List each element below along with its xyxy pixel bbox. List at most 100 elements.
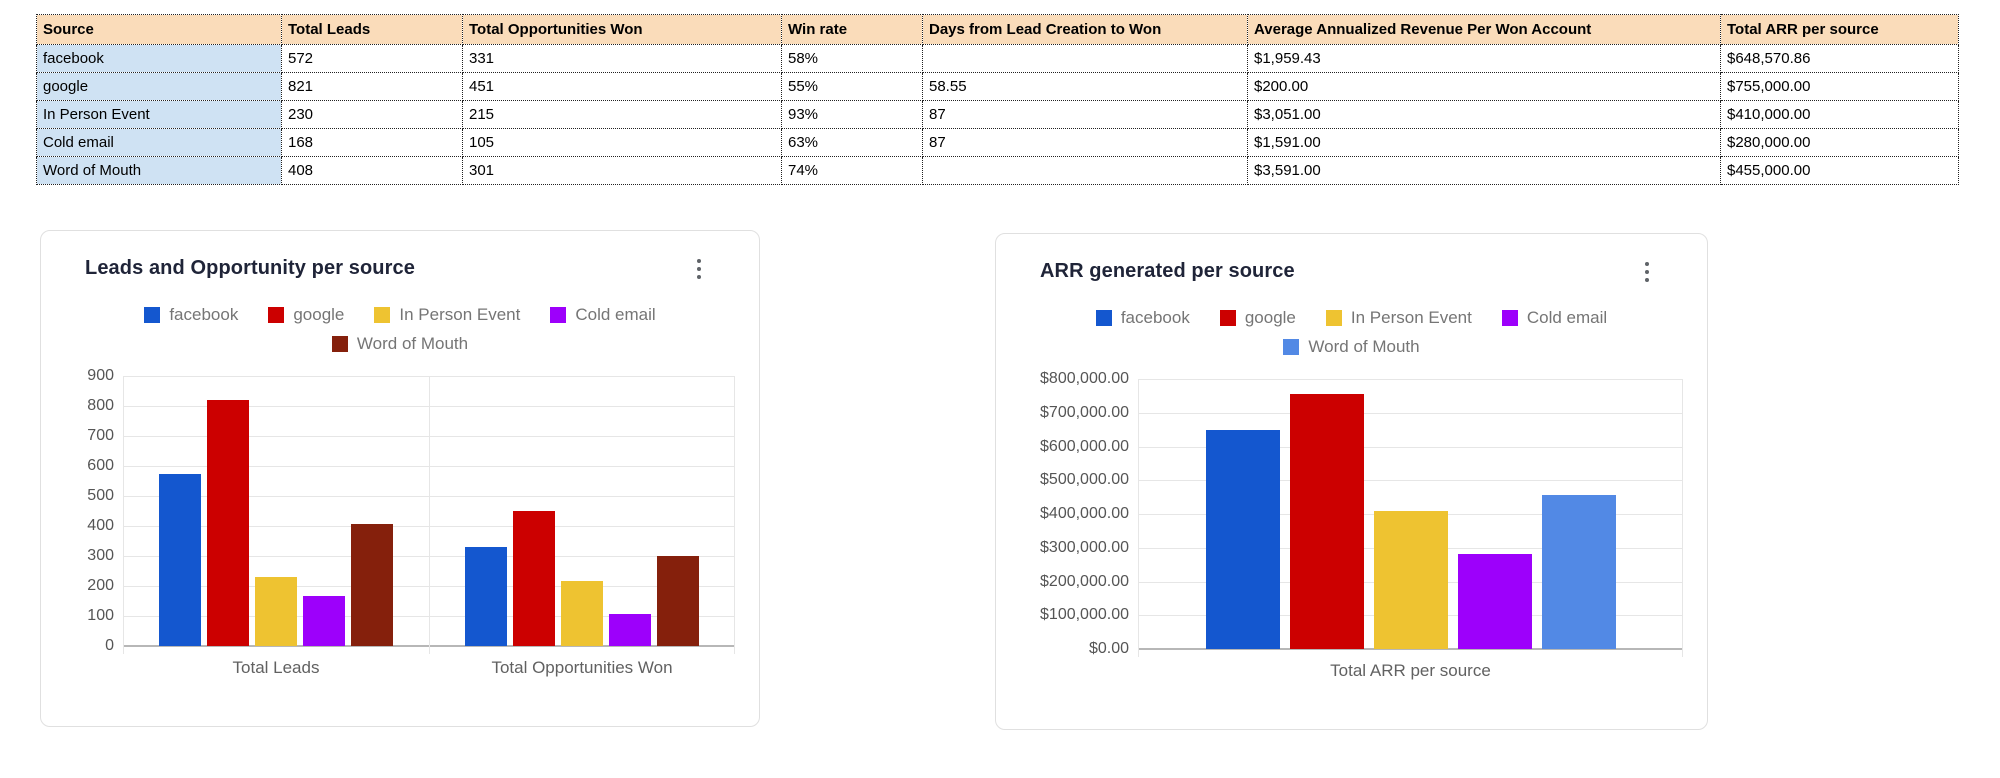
y-tick-label: 700 (87, 427, 114, 444)
column-header-source[interactable]: Source (36, 14, 282, 45)
data-cell[interactable]: 572 (281, 44, 463, 73)
legend-label: Word of Mouth (356, 334, 469, 353)
legend-swatch-icon (1501, 310, 1518, 326)
data-cell[interactable]: $1,591.00 (1247, 128, 1721, 157)
y-tick-label: $600,000.00 (1040, 437, 1129, 455)
y-tick-label: 500 (87, 487, 114, 504)
vertical-gridline (1682, 379, 1683, 657)
legend-label: Cold email (575, 305, 656, 324)
data-cell[interactable]: $200.00 (1247, 72, 1721, 101)
data-table: Source Total Leads Total Opportunities Won… (36, 14, 1959, 185)
source-cell[interactable]: In Person Event (36, 100, 282, 129)
bar-google-total-leads[interactable] (207, 400, 249, 646)
column-header-days-from-lead-creation-to-won[interactable]: Days from Lead Creation to Won (922, 14, 1248, 45)
data-cell[interactable] (922, 156, 1248, 185)
column-header-win-rate[interactable]: Win rate (781, 14, 923, 45)
chart-title: Leads and Opportunity per source (85, 257, 415, 279)
data-cell[interactable]: 58% (781, 44, 923, 73)
table-row: Word of Mouth 408 301 74% $3,591.00 $455,000.… (36, 156, 1959, 185)
bar-word-of-mouth-total-leads[interactable] (351, 524, 393, 646)
legend-item-word-of-mouth: Word of Mouth (1283, 337, 1420, 357)
data-cell[interactable]: 215 (462, 100, 782, 129)
column-header-average-annualized-revenue-per-won-account[interactable]: Average Annualized Revenue Per Won Accou… (1247, 14, 1721, 45)
data-cell[interactable]: 58.55 (922, 72, 1248, 101)
table-row: google 821 451 55% 58.55 $200.00 $755,000.00 (36, 72, 1959, 101)
data-cell[interactable]: 408 (281, 156, 463, 185)
data-cell[interactable]: $3,051.00 (1247, 100, 1721, 129)
data-cell[interactable]: $455,000.00 (1720, 156, 1959, 185)
data-cell[interactable]: 301 (462, 156, 782, 185)
y-tick-label: 400 (87, 517, 114, 534)
bar-google-total-opportunities-won[interactable] (513, 511, 555, 646)
table-header-row: Source Total Leads Total Opportunities Won… (36, 14, 1959, 45)
data-cell[interactable]: 168 (281, 128, 463, 157)
chart-card-arr-per-source: ARR generated per source facebook google I… (995, 233, 1708, 730)
data-cell[interactable]: 93% (781, 100, 923, 129)
data-cell[interactable]: 451 (462, 72, 782, 101)
data-cell[interactable]: 331 (462, 44, 782, 73)
data-cell[interactable]: 821 (281, 72, 463, 101)
bar-in-person-event-total-opportunities-won[interactable] (561, 581, 603, 646)
bar-facebook-total-arr-per-source[interactable] (1205, 430, 1280, 649)
data-cell[interactable]: 63% (781, 128, 923, 157)
source-cell[interactable]: google (36, 72, 282, 101)
data-cell[interactable]: $755,000.00 (1720, 72, 1959, 101)
legend-swatch-icon (1095, 310, 1112, 326)
legend-item-facebook: facebook (144, 305, 238, 325)
vertical-gridline (1138, 379, 1139, 657)
column-header-total-leads[interactable]: Total Leads (281, 14, 463, 45)
y-tick-label: $0.00 (1088, 640, 1129, 657)
data-cell[interactable]: 87 (922, 128, 1248, 157)
data-cell[interactable]: 74% (781, 156, 923, 185)
y-tick-label: 100 (87, 607, 114, 624)
data-cell[interactable]: 87 (922, 100, 1248, 129)
data-cell[interactable]: 55% (781, 72, 923, 101)
plot-area (1138, 379, 1683, 657)
legend-swatch-icon (550, 307, 567, 323)
data-cell[interactable]: 230 (281, 100, 463, 129)
source-cell[interactable]: facebook (36, 44, 282, 73)
chart-title: ARR generated per source (1040, 260, 1295, 282)
legend-label: In Person Event (1350, 308, 1472, 327)
kebab-menu-icon[interactable] (1639, 258, 1655, 286)
legend-label: Word of Mouth (1308, 337, 1420, 356)
y-tick-label: $500,000.00 (1040, 471, 1129, 489)
gridline (1138, 379, 1683, 380)
data-cell[interactable]: $410,000.00 (1720, 100, 1959, 129)
column-header-total-arr-per-source[interactable]: Total ARR per source (1720, 14, 1959, 45)
data-cell[interactable]: $3,591.00 (1247, 156, 1721, 185)
bar-cold-email-total-opportunities-won[interactable] (609, 614, 651, 646)
source-cell[interactable]: Word of Mouth (36, 156, 282, 185)
legend-swatch-icon (144, 307, 161, 323)
bar-google-total-arr-per-source[interactable] (1289, 394, 1364, 649)
table-body: facebook 572 331 58% $1,959.43 $648,570.86 goo… (36, 44, 1959, 185)
data-cell[interactable] (922, 44, 1248, 73)
legend-item-google: google (1219, 308, 1296, 328)
table-row: In Person Event 230 215 93% 87 $3,051.00 $410,… (36, 100, 1959, 129)
data-cell[interactable]: $1,959.43 (1247, 44, 1721, 73)
y-tick-label: 600 (87, 457, 114, 474)
kebab-menu-icon[interactable] (691, 255, 707, 283)
bar-cold-email-total-arr-per-source[interactable] (1457, 554, 1532, 649)
data-cell[interactable]: $648,570.86 (1720, 44, 1959, 73)
bar-in-person-event-total-leads[interactable] (255, 577, 297, 646)
bar-in-person-event-total-arr-per-source[interactable] (1373, 511, 1448, 649)
bar-word-of-mouth-total-arr-per-source[interactable] (1541, 495, 1616, 649)
y-tick-label: $100,000.00 (1040, 606, 1129, 624)
bar-facebook-total-opportunities-won[interactable] (465, 547, 507, 646)
bar-word-of-mouth-total-opportunities-won[interactable] (657, 556, 699, 646)
y-tick-label: $400,000.00 (1040, 505, 1129, 522)
legend-label: In Person Event (399, 305, 521, 324)
source-cell[interactable]: Cold email (36, 128, 282, 157)
vertical-gridline (429, 376, 430, 654)
bar-group-total-opportunities-won (429, 376, 735, 646)
y-tick-label: $300,000.00 (1040, 538, 1129, 556)
bar-cold-email-total-leads[interactable] (303, 596, 345, 646)
legend-item-cold-email: Cold email (550, 305, 656, 325)
column-header-total-opportunities-won[interactable]: Total Opportunities Won (462, 14, 782, 45)
legend-item-google: google (268, 305, 344, 325)
y-tick-label: $200,000.00 (1040, 572, 1129, 590)
data-cell[interactable]: 105 (462, 128, 782, 157)
data-cell[interactable]: $280,000.00 (1720, 128, 1959, 157)
bar-facebook-total-leads[interactable] (159, 474, 201, 646)
